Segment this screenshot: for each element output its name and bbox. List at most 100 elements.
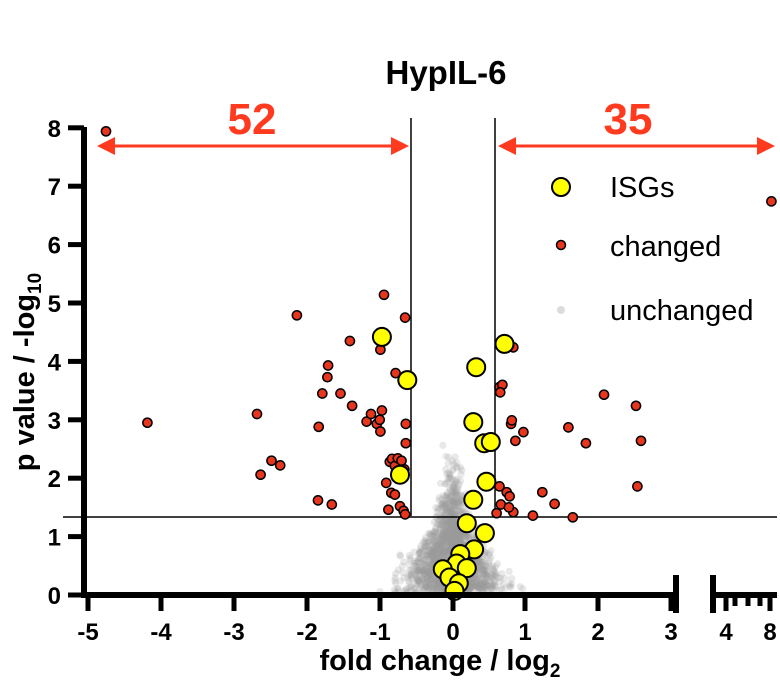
unchanged-point xyxy=(415,567,423,575)
unchanged-point xyxy=(434,537,442,545)
unchanged-point xyxy=(429,556,438,565)
unchanged-point xyxy=(430,582,438,590)
unchanged-point xyxy=(467,584,475,592)
unchanged-point xyxy=(438,547,446,555)
unchanged-point xyxy=(430,554,438,562)
unchanged-point xyxy=(447,534,455,542)
unchanged-point xyxy=(448,509,456,517)
x-tick-label: 4 xyxy=(719,619,733,646)
unchanged-point xyxy=(447,526,455,534)
unchanged-point xyxy=(419,586,427,594)
unchanged-point xyxy=(405,561,413,569)
unchanged-point xyxy=(435,494,443,502)
changed-point xyxy=(630,400,642,412)
unchanged-point xyxy=(446,470,454,479)
unchanged-point xyxy=(444,491,452,499)
unchanged-point xyxy=(469,583,477,591)
unchanged-point xyxy=(483,582,491,590)
unchanged-point xyxy=(477,573,485,582)
unchanged-point xyxy=(430,518,438,526)
unchanged-point xyxy=(436,533,444,541)
unchanged-point xyxy=(436,526,444,534)
unchanged-point xyxy=(476,561,484,569)
unchanged-point xyxy=(437,543,445,551)
unchanged-point xyxy=(506,580,514,588)
unchanged-point xyxy=(516,583,524,591)
unchanged-point xyxy=(437,501,445,509)
unchanged-point xyxy=(490,575,498,583)
unchanged-point xyxy=(428,552,436,561)
unchanged-point xyxy=(448,528,456,536)
unchanged-point xyxy=(447,537,455,545)
unchanged-point xyxy=(429,543,437,551)
unchanged-point xyxy=(411,559,419,567)
unchanged-point xyxy=(443,520,451,529)
unchanged-point xyxy=(433,508,441,516)
unchanged-point xyxy=(448,457,456,465)
unchanged-point xyxy=(436,534,445,543)
unchanged-point xyxy=(485,557,494,565)
unchanged-point xyxy=(446,533,454,541)
unchanged-point xyxy=(450,533,458,541)
unchanged-point xyxy=(435,551,443,560)
unchanged-point xyxy=(468,576,476,584)
unchanged-point xyxy=(438,541,446,549)
unchanged-point xyxy=(439,441,447,449)
unchanged-point xyxy=(455,499,463,507)
unchanged-point xyxy=(427,549,435,557)
unchanged-point xyxy=(446,540,455,549)
unchanged-point xyxy=(465,532,473,540)
unchanged-point xyxy=(466,533,475,542)
unchanged-point xyxy=(410,571,419,580)
changed-point xyxy=(346,400,358,412)
left-count-label: 52 xyxy=(228,95,277,144)
unchanged-point xyxy=(430,530,438,538)
unchanged-point xyxy=(473,579,481,587)
unchanged-point xyxy=(431,543,439,552)
unchanged-point xyxy=(472,573,480,581)
y-tick-label: 3 xyxy=(48,408,61,435)
unchanged-point xyxy=(442,465,450,473)
unchanged-point xyxy=(444,520,452,528)
unchanged-point xyxy=(448,508,456,516)
unchanged-point xyxy=(448,523,456,531)
unchanged-point xyxy=(454,534,462,542)
unchanged-point xyxy=(424,558,432,566)
unchanged-point xyxy=(446,498,454,506)
unchanged-point xyxy=(422,582,430,590)
unchanged-point xyxy=(431,536,439,544)
unchanged-point xyxy=(429,528,437,536)
unchanged-point xyxy=(450,519,458,527)
unchanged-point xyxy=(460,531,468,539)
left-count-arrowhead-left xyxy=(97,137,115,155)
unchanged-point xyxy=(446,535,454,543)
unchanged-point xyxy=(438,550,446,558)
unchanged-point xyxy=(444,528,452,536)
unchanged-point xyxy=(429,556,437,564)
unchanged-point xyxy=(453,500,461,508)
unchanged-point xyxy=(443,532,451,541)
unchanged-point xyxy=(430,538,439,546)
unchanged-point xyxy=(461,532,469,540)
isg-point xyxy=(463,489,484,510)
unchanged-point xyxy=(455,535,463,543)
changed-point xyxy=(266,455,277,467)
unchanged-point xyxy=(390,586,398,594)
isg-point xyxy=(456,558,477,579)
unchanged-point xyxy=(476,565,484,574)
unchanged-point xyxy=(441,493,450,501)
unchanged-point xyxy=(441,508,450,516)
unchanged-point xyxy=(474,582,482,590)
unchanged-point xyxy=(455,480,463,488)
unchanged-point xyxy=(465,534,473,542)
unchanged-point xyxy=(438,541,446,549)
unchanged-point xyxy=(447,519,455,527)
x-axis-label-subscript: 2 xyxy=(550,661,561,682)
unchanged-point xyxy=(478,566,486,575)
unchanged-point xyxy=(456,535,464,543)
unchanged-point xyxy=(452,499,460,507)
unchanged-point xyxy=(428,575,436,584)
unchanged-point xyxy=(440,542,448,550)
unchanged-point xyxy=(451,527,459,536)
unchanged-point xyxy=(440,539,448,547)
